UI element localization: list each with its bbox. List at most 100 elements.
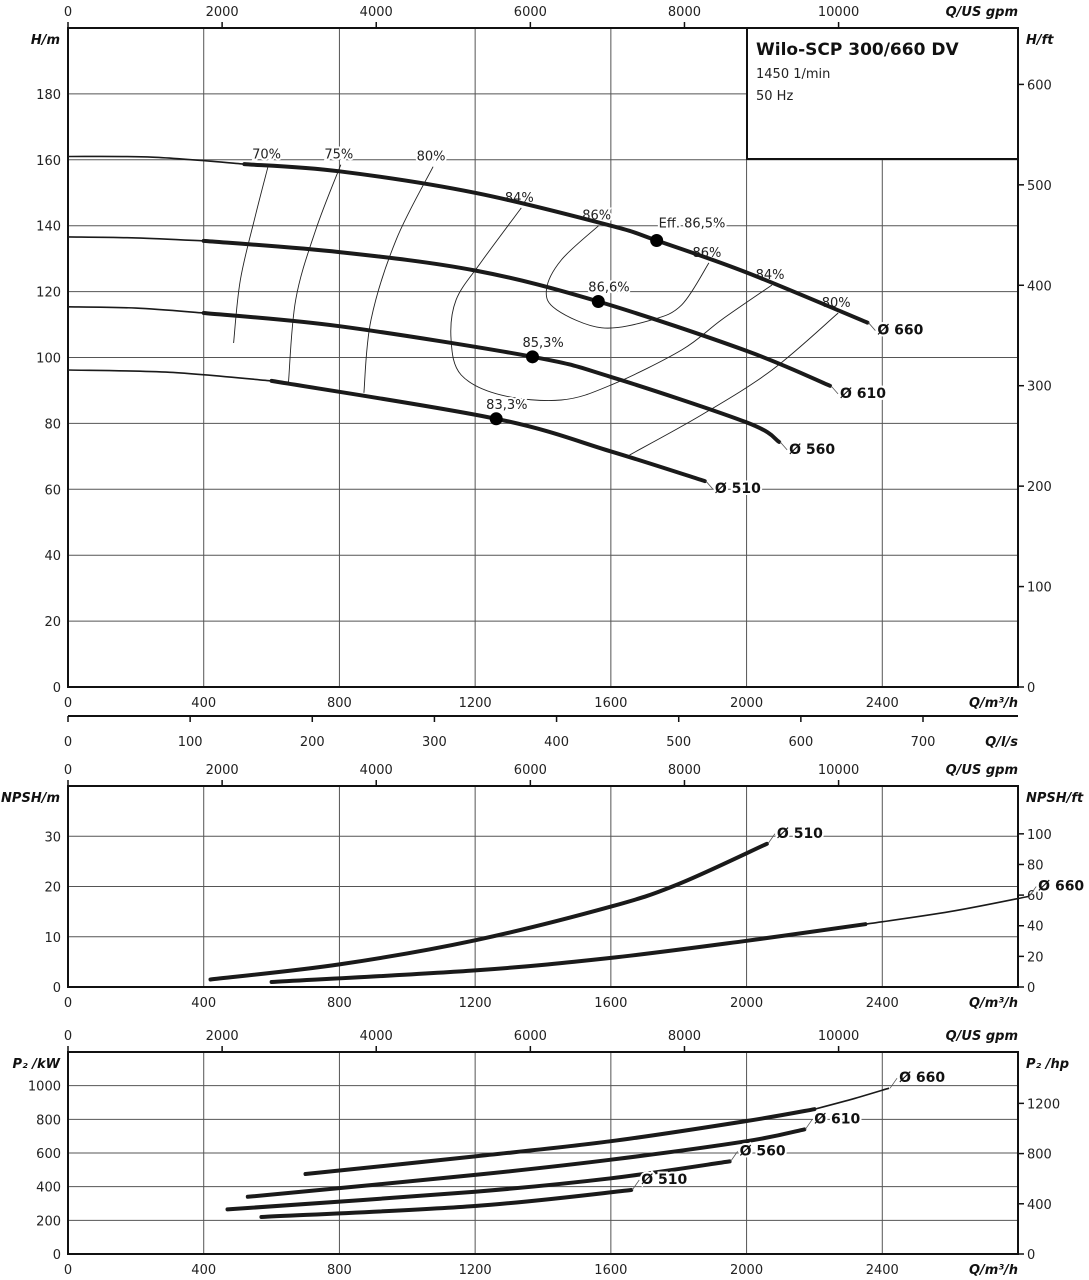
efficiency-label: 75%: [324, 148, 353, 163]
y2-axis-title: H/ft: [1026, 33, 1054, 48]
curve-extension: [814, 1087, 890, 1110]
best-efficiency-point: [650, 234, 664, 248]
y-tick-label: 180: [36, 88, 61, 103]
curve-610: [201, 238, 832, 388]
pump-speed: 1450 1/min: [756, 67, 830, 82]
y2-axis-title: P₂ /hp: [1026, 1057, 1069, 1072]
efficiency-label: 80%: [417, 150, 446, 165]
x2-tick-label: 8000: [668, 5, 701, 20]
panel-power: 0 400 800 1200 1600 2000 2400 0 200 400 600 800 1000…: [13, 1029, 1070, 1278]
x-tick-label: 2000: [730, 996, 763, 1011]
x2-axis-title: Q/US gpm: [946, 763, 1018, 778]
x-tick-label: 0: [64, 996, 72, 1011]
efficiency-line: [545, 225, 710, 329]
y-tick-label: 30: [44, 830, 61, 845]
y2-axis-title: NPSH/ft: [1026, 791, 1084, 806]
x2-tick-label: 10000: [818, 763, 859, 778]
y2-tick-label: 80: [1027, 858, 1044, 873]
x-tick-label: 400: [191, 1263, 216, 1278]
curve-510: [259, 1188, 634, 1219]
x-tick-label: 400: [191, 996, 216, 1011]
x3-tick-label: 400: [544, 735, 569, 750]
x3-axis-title: Q/l/s: [985, 735, 1018, 750]
x-tick-label: 1600: [594, 996, 627, 1011]
curve-560: [201, 311, 782, 444]
x-tick-label: 1600: [594, 1263, 627, 1278]
x2-tick-label: 6000: [514, 5, 547, 20]
plot-frame: [67, 785, 1019, 988]
efficiency-line: [450, 207, 773, 401]
y-tick-label: 20: [44, 881, 61, 896]
x-tick-label: 1200: [459, 1263, 492, 1278]
y2-tick-label: 400: [1027, 279, 1052, 294]
y2-tick-label: 300: [1027, 380, 1052, 395]
x2-axis-title: Q/US gpm: [946, 5, 1018, 20]
y2-tick-label: 200: [1027, 480, 1052, 495]
x-tick-label: 800: [327, 996, 352, 1011]
diameter-label: Ø 610: [814, 1111, 860, 1127]
bep-label: 85,3%: [522, 336, 563, 351]
x-tick-label: 800: [327, 1263, 352, 1278]
y-tick-label: 0: [53, 981, 61, 996]
x2-tick-label: 2000: [206, 1029, 239, 1044]
diameter-label: Ø 660: [1038, 879, 1084, 895]
diameter-label: Ø 610: [840, 386, 886, 402]
y-tick-label: 100: [36, 352, 61, 367]
x-tick-label: 2400: [866, 1263, 899, 1278]
y-axis-title: NPSH/m: [1, 791, 60, 806]
bep-label: 83,3%: [486, 398, 527, 413]
y-tick-label: 140: [36, 220, 61, 235]
y2-tick-label: 40: [1027, 920, 1044, 935]
y2-tick-label: 400: [1027, 1198, 1052, 1213]
y-tick-label: 1000: [28, 1080, 61, 1095]
x3-tick-label: 100: [178, 735, 203, 750]
y-tick-label: 800: [36, 1113, 61, 1128]
x2-tick-label: 8000: [668, 1029, 701, 1044]
y-axis-title: H/m: [31, 33, 60, 48]
x-tick-label: 1200: [459, 696, 492, 711]
x-tick-label: 2400: [866, 696, 899, 711]
x2-axis-title: Q/US gpm: [946, 1029, 1018, 1044]
x2-tick-label: 4000: [360, 1029, 393, 1044]
y-tick-label: 20: [44, 615, 61, 630]
curve-660: [242, 162, 870, 325]
diameter-label: Ø 510: [641, 1172, 687, 1188]
y2-tick-label: 100: [1027, 828, 1052, 843]
x-tick-label: 2000: [730, 1263, 763, 1278]
y2-tick-label: 500: [1027, 179, 1052, 194]
y2-tick-label: 20: [1027, 950, 1044, 965]
x2-tick-label: 10000: [818, 5, 859, 20]
y-tick-label: 200: [36, 1214, 61, 1229]
x2-tick-label: 6000: [514, 763, 547, 778]
efficiency-line: [363, 166, 434, 393]
curve-extension: [67, 155, 245, 165]
y-tick-label: 60: [44, 483, 61, 498]
x-axis-title: Q/m³/h: [969, 996, 1018, 1011]
efficiency-label: 86%: [692, 246, 721, 261]
label-leader: [730, 1151, 738, 1162]
curve-660: [269, 922, 868, 984]
plot-frame: [67, 1051, 1019, 1255]
label-leader: [767, 833, 776, 845]
x-tick-label: 2400: [866, 996, 899, 1011]
y2-tick-label: 0: [1027, 1248, 1035, 1263]
x-axis-title: Q/m³/h: [969, 1263, 1018, 1278]
x2-tick-label: 6000: [514, 1029, 547, 1044]
x3-tick-label: 500: [666, 735, 691, 750]
x3-tick-label: 700: [911, 735, 936, 750]
y2-tick-label: 60: [1027, 889, 1044, 904]
y-tick-label: 600: [36, 1147, 61, 1162]
pump-model-title: Wilo-SCP 300/660 DV: [756, 40, 959, 60]
curve-extension: [67, 236, 204, 242]
plot-frame: [67, 27, 1019, 688]
diameter-label: Ø 660: [877, 323, 923, 339]
x3-tick-label: 600: [788, 735, 813, 750]
diameter-label: Ø 560: [789, 442, 835, 458]
x-tick-label: 0: [64, 696, 72, 711]
x2-tick-label: 2000: [206, 5, 239, 20]
curve-510: [269, 378, 707, 484]
x2-tick-label: 10000: [818, 1029, 859, 1044]
curve-560: [225, 1159, 732, 1212]
x2-tick-label: 0: [64, 763, 72, 778]
